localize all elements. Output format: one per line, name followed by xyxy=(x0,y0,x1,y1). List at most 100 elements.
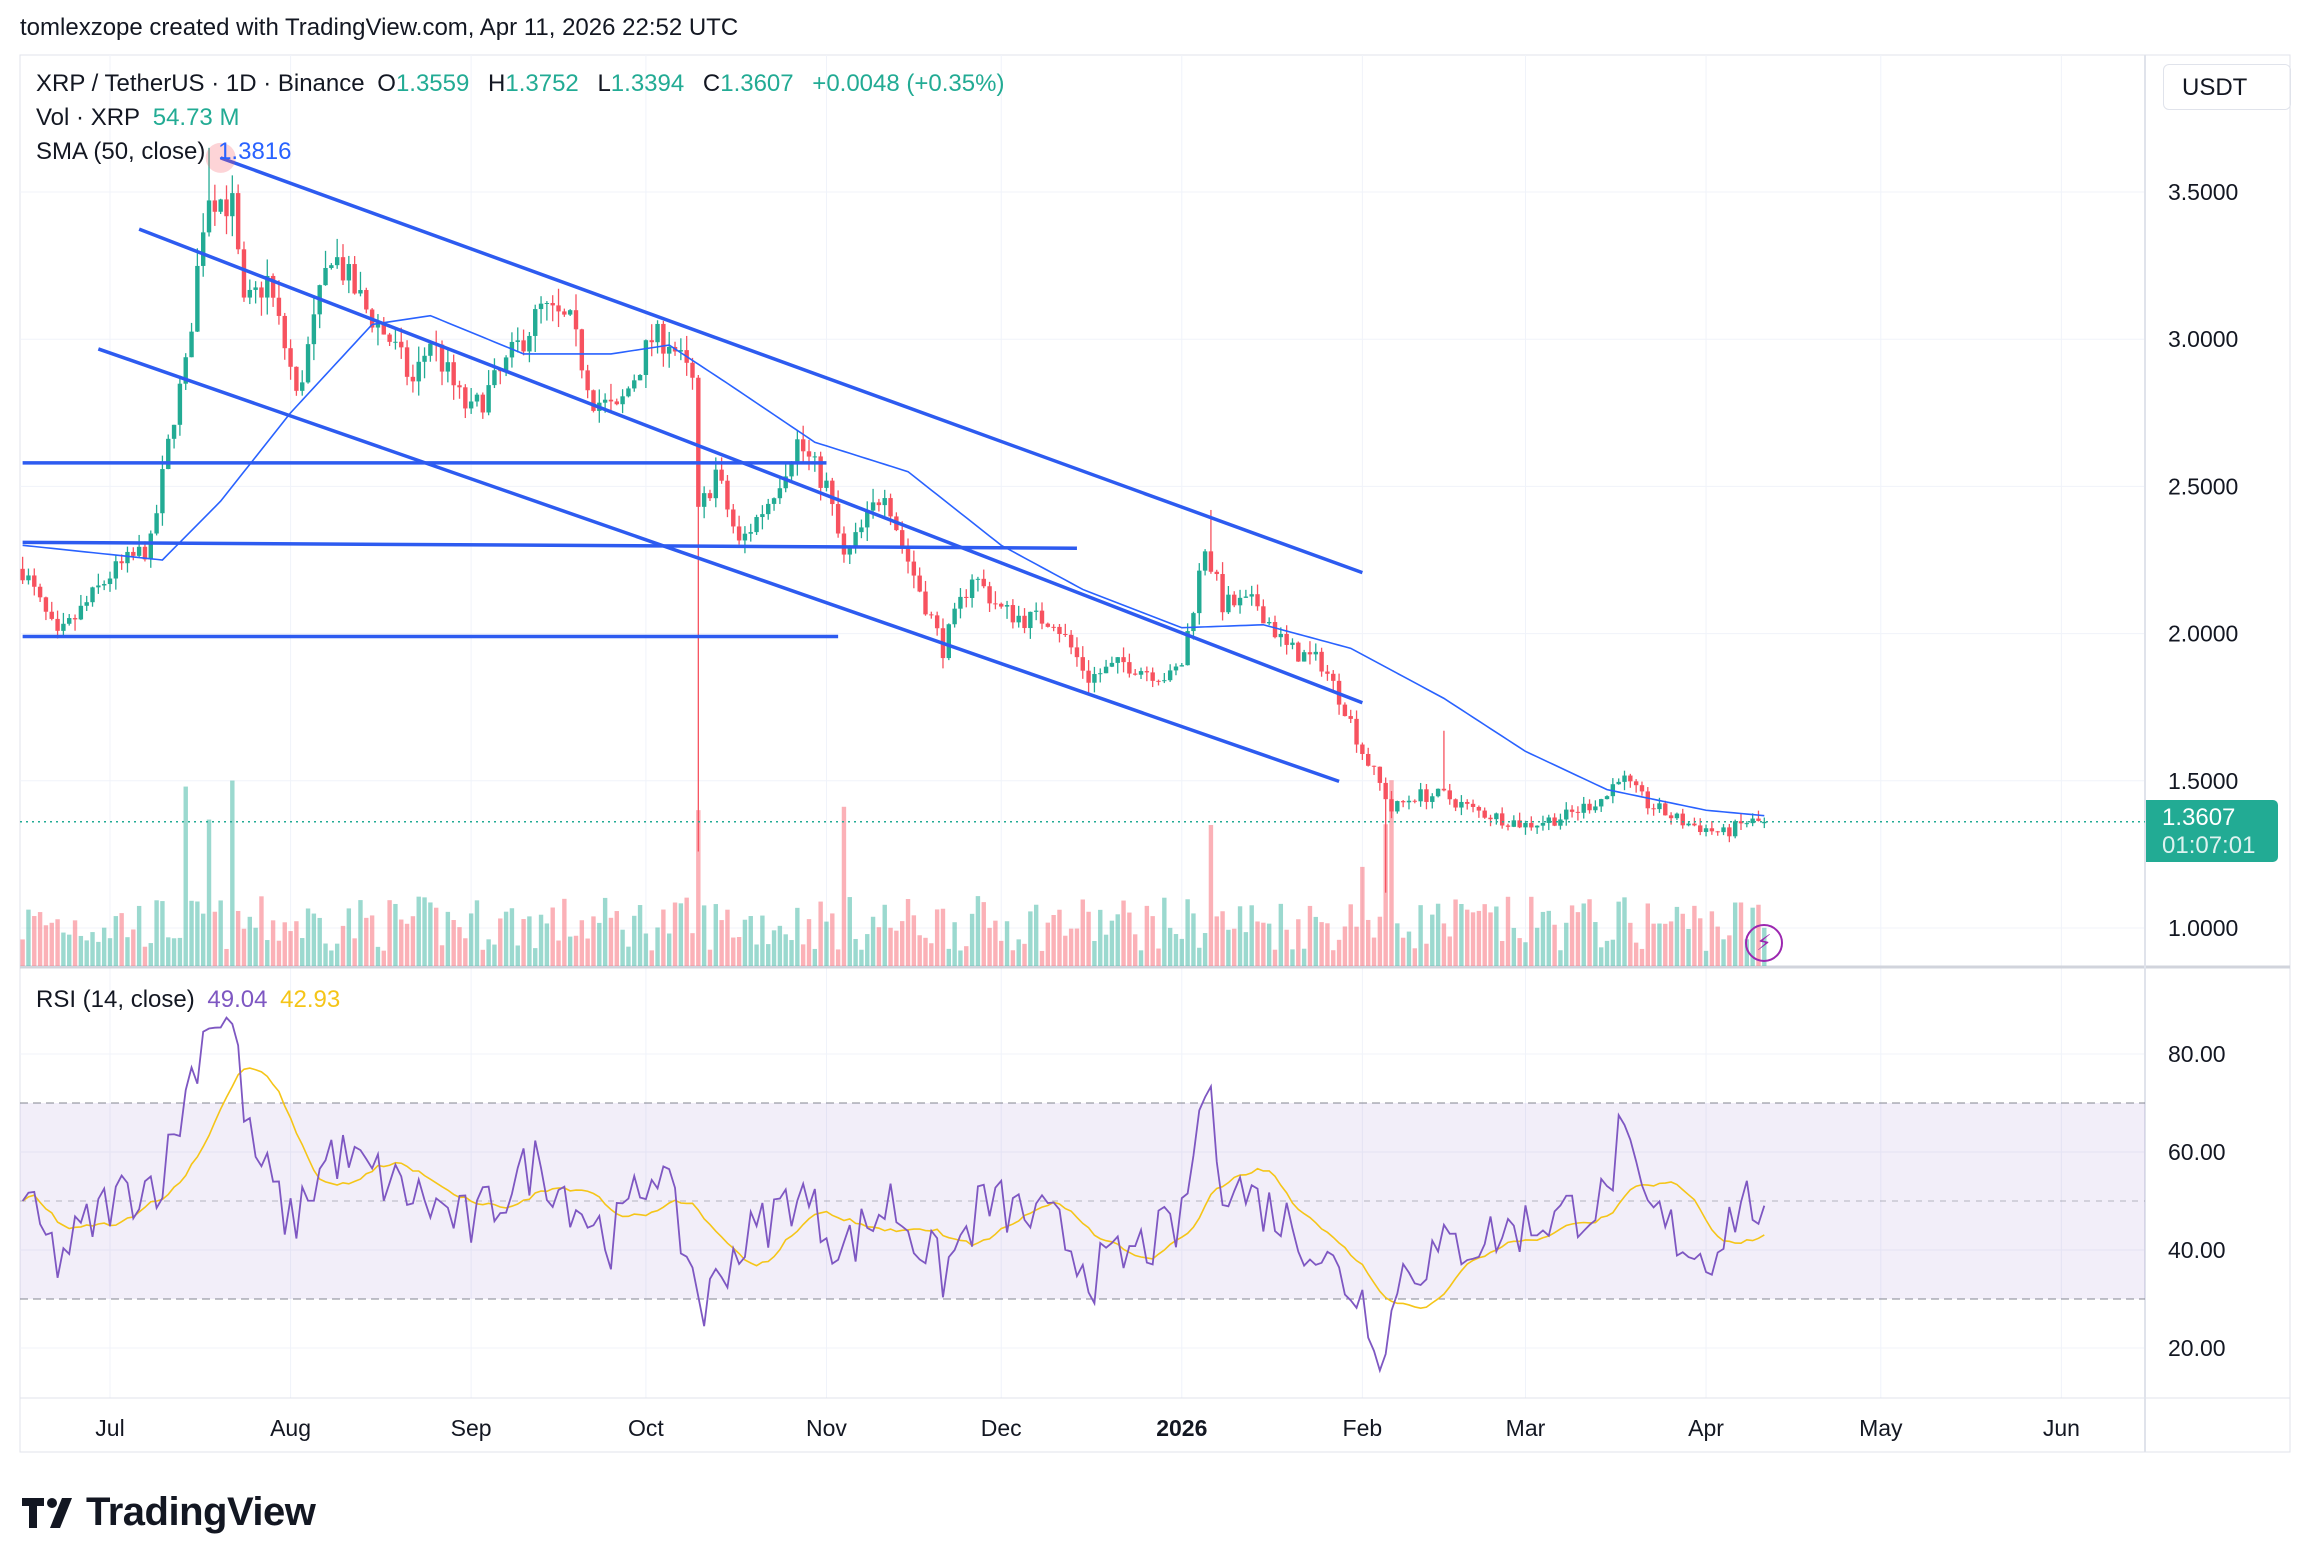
candle-body xyxy=(1354,718,1359,745)
lightning-icon[interactable]: ⚡ xyxy=(1745,924,1783,962)
candle-body xyxy=(632,380,637,389)
tradingview-logo[interactable]: TradingView xyxy=(22,1490,316,1535)
volume-bar xyxy=(1599,947,1604,966)
volume-bar xyxy=(1226,929,1231,966)
candle-body xyxy=(1389,799,1394,812)
volume-bar xyxy=(696,810,701,966)
volume-bar xyxy=(166,937,171,966)
candle-body xyxy=(439,344,445,372)
volume-bar xyxy=(579,920,585,966)
volume-bar xyxy=(265,940,270,966)
volume-bar xyxy=(1109,920,1115,966)
candle-body xyxy=(1162,680,1167,682)
candle-body xyxy=(567,310,573,315)
time-tick-label: Oct xyxy=(628,1415,664,1441)
volume-bar xyxy=(1657,923,1662,966)
candle-body xyxy=(37,586,43,598)
candle-body xyxy=(771,498,777,504)
candle-body xyxy=(1511,820,1517,827)
candle-body xyxy=(527,335,532,352)
candle-body xyxy=(690,362,695,378)
volume-bar xyxy=(323,943,328,966)
volume-bar xyxy=(276,940,282,966)
candle-body xyxy=(300,382,305,391)
volume-bar xyxy=(760,915,765,966)
symbol-name[interactable]: XRP / TetherUS · 1D · Binance xyxy=(36,70,365,97)
candle-body xyxy=(1220,574,1225,613)
candle-body xyxy=(451,362,456,386)
candle-body xyxy=(1657,803,1662,810)
volume-bar xyxy=(1092,940,1097,966)
candle-body xyxy=(1208,551,1214,572)
volume-bar xyxy=(1622,897,1627,966)
candle-body xyxy=(1063,634,1068,636)
volume-bar xyxy=(1185,899,1190,966)
candle-body xyxy=(20,568,25,581)
candle-body xyxy=(585,370,590,391)
candle-body xyxy=(1645,791,1650,809)
rsi-label[interactable]: RSI (14, close) xyxy=(36,986,195,1013)
volume-bar xyxy=(1738,902,1744,966)
volume-bar xyxy=(905,899,911,966)
sma-label[interactable]: SMA (50, close) xyxy=(36,138,206,165)
currency-button[interactable]: USDT xyxy=(2163,64,2291,110)
volume-bar xyxy=(509,908,515,966)
candle-body xyxy=(1581,803,1586,813)
volume-bar xyxy=(498,918,503,966)
volume-bar xyxy=(1080,899,1085,966)
sma-50-line xyxy=(22,314,1765,817)
candle-body xyxy=(270,275,276,298)
volume-bar xyxy=(742,919,748,966)
volume-bar xyxy=(294,921,299,966)
candle-body xyxy=(101,584,107,586)
volume-bar xyxy=(795,907,800,966)
volume-bar xyxy=(870,916,876,966)
candle-body xyxy=(1255,594,1260,607)
candle-body xyxy=(72,618,78,620)
volume-bar xyxy=(841,806,847,966)
candle-body xyxy=(923,591,928,615)
candle-body xyxy=(1296,642,1301,662)
candle-body xyxy=(1074,647,1080,658)
candle-body xyxy=(404,347,410,377)
volume-bar xyxy=(1441,923,1447,966)
candle-body xyxy=(573,310,579,330)
volume-bar xyxy=(463,938,468,966)
volume-bar xyxy=(346,908,352,966)
axes: 3.5000 3.0000 2.5000 2.0000 1.5000 1.0000 80.0… xyxy=(95,179,2238,1441)
volume-bar xyxy=(1319,922,1324,966)
logo-text: TradingView xyxy=(86,1490,316,1534)
volume-label[interactable]: Vol · XRP xyxy=(36,104,141,131)
candle-body xyxy=(457,385,462,388)
candle-body xyxy=(154,513,159,534)
volume-bar xyxy=(800,944,806,966)
candle-body xyxy=(1109,662,1115,667)
candle-body xyxy=(131,551,136,556)
candle-body xyxy=(305,344,311,383)
candle-body xyxy=(1133,673,1138,675)
volume-bar xyxy=(352,938,357,966)
volume-bar xyxy=(1010,950,1016,966)
candle-body xyxy=(1307,652,1313,655)
volume-bar xyxy=(37,912,43,966)
candle-body xyxy=(1651,808,1656,810)
candle-body xyxy=(1144,671,1150,673)
volume-bar xyxy=(649,950,654,966)
volume-bar xyxy=(1703,950,1709,966)
candle-body xyxy=(713,469,718,499)
volume-bar xyxy=(1377,916,1383,966)
candle-body xyxy=(806,451,812,457)
candle-body xyxy=(26,575,31,581)
candle-body xyxy=(90,587,95,603)
candle-body xyxy=(136,546,142,556)
candle-body xyxy=(515,340,520,342)
volume-bar xyxy=(684,897,689,966)
volume-bar xyxy=(1156,948,1161,966)
volume-bar xyxy=(1004,921,1010,966)
volume-bar xyxy=(1616,901,1621,966)
candle-body xyxy=(538,303,544,310)
volume-bar xyxy=(1715,926,1720,966)
volume-bar xyxy=(439,945,445,966)
candle-body xyxy=(1424,789,1429,802)
